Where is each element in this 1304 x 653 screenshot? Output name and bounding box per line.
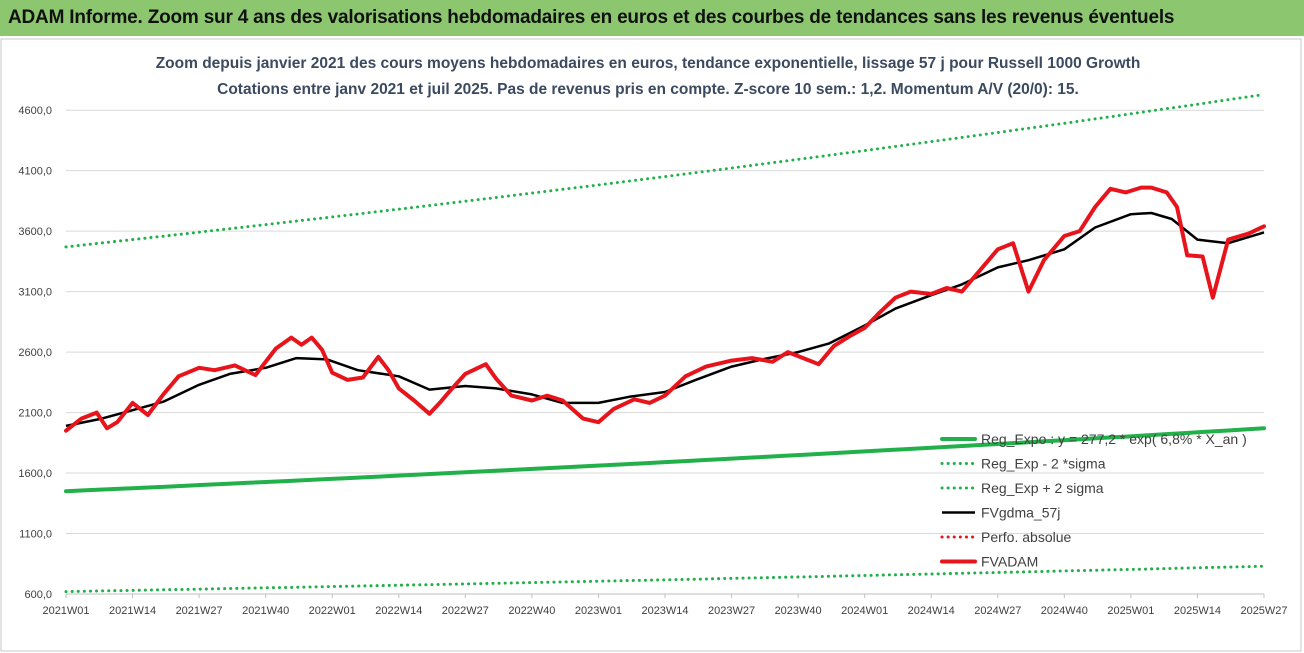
y-tick-label: 2100,0 <box>18 408 52 420</box>
series-line-1 <box>64 564 1266 594</box>
y-tick-label: 2600,0 <box>18 347 52 359</box>
x-tick-label: 2021W01 <box>42 605 89 617</box>
y-tick-label: 600,0 <box>24 589 52 601</box>
y-tick-label: 4600,0 <box>18 105 52 117</box>
chart-subtitle: Cotations entre janv 2021 et juil 2025. … <box>217 81 1079 98</box>
chart-title: Zoom depuis janvier 2021 des cours moyen… <box>156 55 1141 72</box>
x-tick-label: 2021W27 <box>176 605 223 617</box>
x-axis: 2021W01 2021W14 2021W27 2021W40 2022W01 2022W… <box>42 594 1288 617</box>
x-tick-label: 2023W01 <box>575 605 622 617</box>
y-tick-label: 3600,0 <box>18 226 52 238</box>
y-tick-label: 3100,0 <box>18 287 52 299</box>
x-tick-label: 2023W27 <box>708 605 755 617</box>
x-tick-label: 2025W14 <box>1174 605 1221 617</box>
legend-label: Reg_Expo : y = 277,2 * exp( 6,8% * X_an … <box>981 431 1247 447</box>
legend-label: Reg_Exp + 2 sigma <box>981 480 1104 496</box>
x-tick-label: 2022W14 <box>375 605 422 617</box>
x-tick-label: 2025W27 <box>1240 605 1287 617</box>
y-axis: 600,0 1100,0 1600,0 2100,0 2600,0 3100,0 3600,… <box>18 105 52 601</box>
legend-label: Reg_Exp - 2 *sigma <box>981 456 1106 472</box>
series-line-5 <box>64 185 1266 433</box>
legend-label: FVADAM <box>981 554 1038 570</box>
report-banner-title: ADAM Informe. Zoom sur 4 ans des valoris… <box>0 0 1304 36</box>
x-tick-label: 2021W40 <box>242 605 289 617</box>
x-tick-label: 2022W27 <box>442 605 489 617</box>
legend-label: Perfo. absolue <box>981 529 1071 545</box>
legend: Reg_Expo : y = 277,2 * exp( 6,8% * X_an … <box>940 431 1247 570</box>
chart: Zoom depuis janvier 2021 des cours moyen… <box>0 38 1302 652</box>
series-line-2 <box>64 93 1266 249</box>
legend-label: FVgdma_57j <box>981 505 1060 521</box>
x-tick-label: 2021W14 <box>109 605 156 617</box>
x-tick-label: 2022W40 <box>508 605 555 617</box>
x-tick-label: 2022W01 <box>309 605 356 617</box>
y-tick-label: 4100,0 <box>18 166 52 178</box>
x-tick-label: 2024W01 <box>841 605 888 617</box>
chart-frame-border <box>0 38 1302 652</box>
series-line-0 <box>64 426 1266 494</box>
series-layer <box>64 93 1266 594</box>
y-tick-label: 1100,0 <box>19 529 52 541</box>
x-tick-label: 2023W40 <box>775 605 822 617</box>
series-line-3 <box>65 211 1265 428</box>
x-tick-label: 2023W14 <box>641 605 688 617</box>
x-tick-label: 2024W27 <box>974 605 1021 617</box>
x-tick-label: 2024W14 <box>908 605 955 617</box>
y-tick-label: 1600,0 <box>18 468 52 480</box>
x-tick-label: 2025W01 <box>1107 605 1154 617</box>
x-tick-label: 2024W40 <box>1041 605 1088 617</box>
